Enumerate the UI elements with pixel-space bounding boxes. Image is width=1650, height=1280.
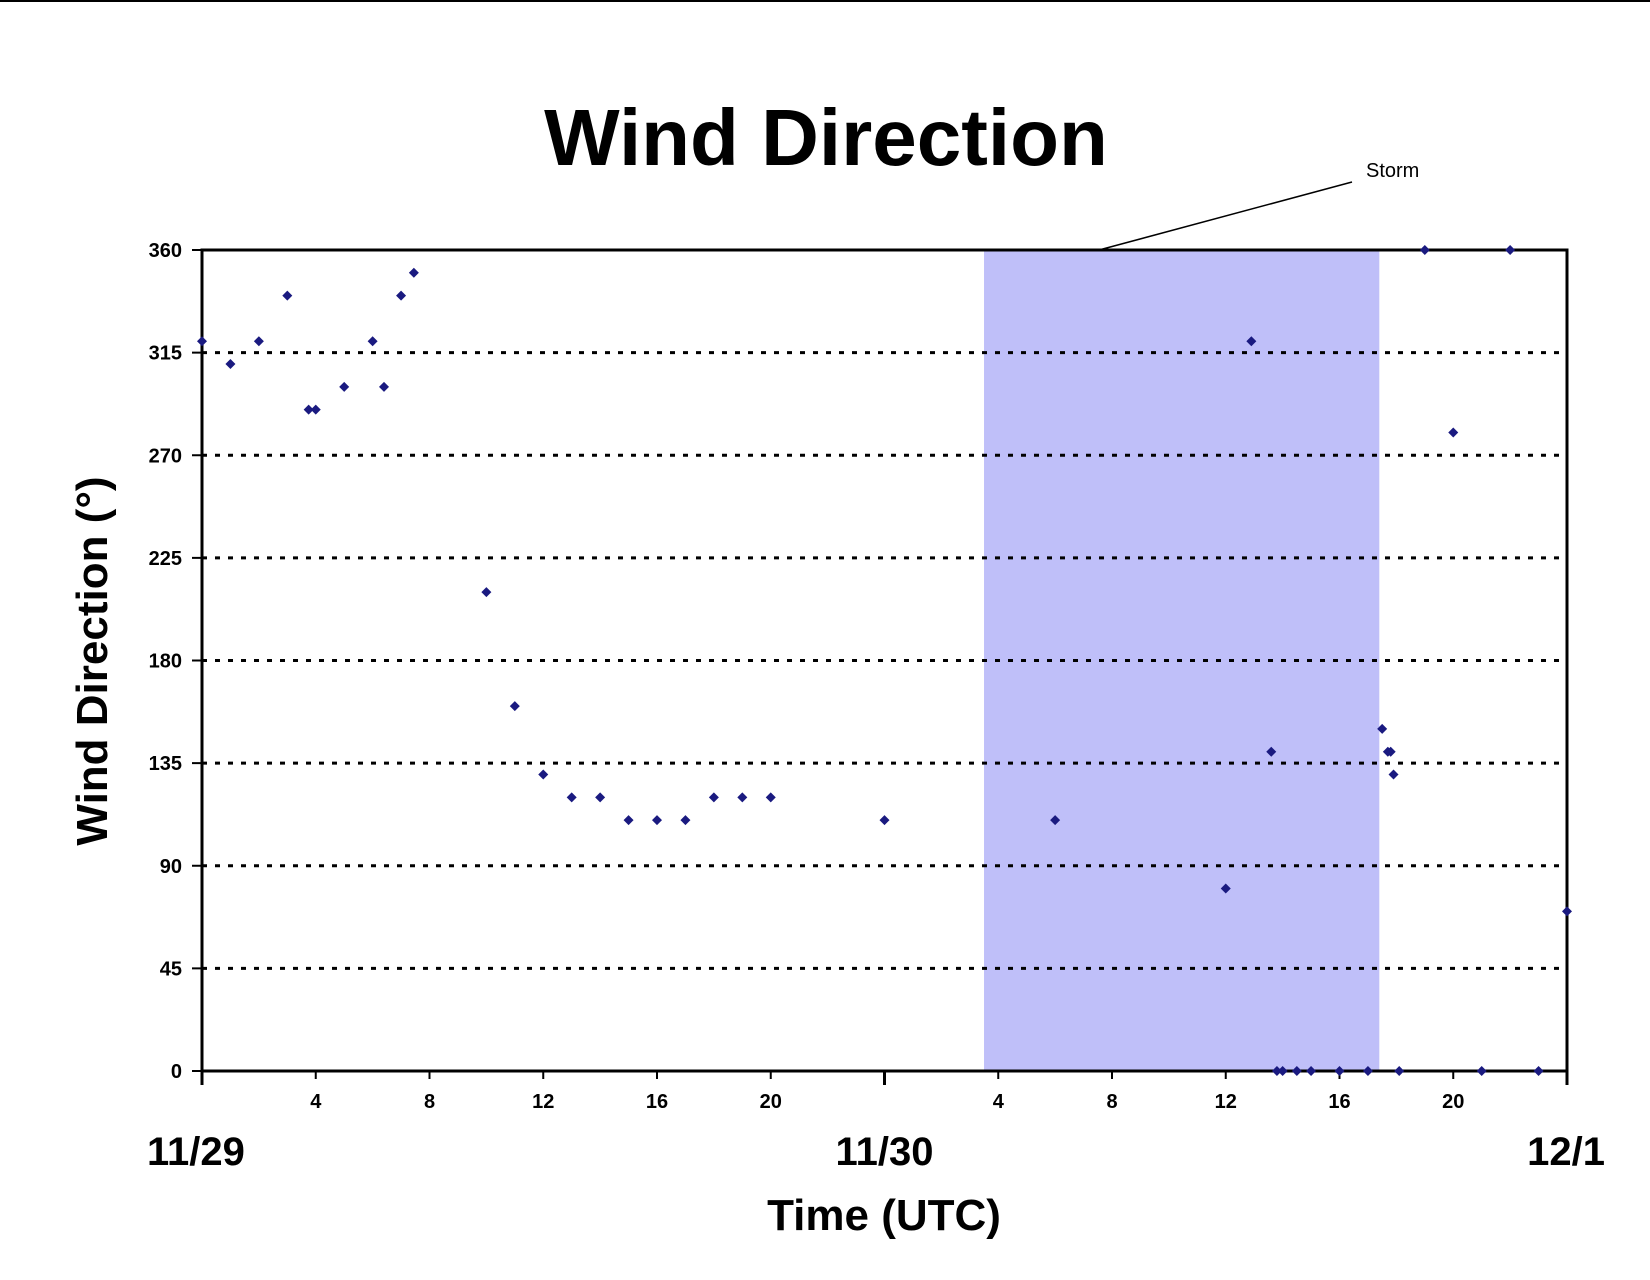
x-tick-label-7: 12 bbox=[1215, 1091, 1237, 1113]
x-tick-label-1: 8 bbox=[424, 1091, 435, 1113]
chart-title: Wind Direction bbox=[544, 93, 1108, 182]
x-tick-label-0: 4 bbox=[310, 1091, 322, 1113]
data-point-40 bbox=[1476, 1066, 1487, 1076]
data-point-14 bbox=[566, 792, 577, 803]
x-tick-label-6: 8 bbox=[1106, 1091, 1117, 1113]
data-point-42 bbox=[1533, 1066, 1544, 1076]
y-tick-label-45: 45 bbox=[160, 958, 182, 980]
data-point-39 bbox=[1448, 427, 1459, 438]
data-point-25 bbox=[1246, 336, 1257, 347]
data-point-43 bbox=[1562, 906, 1572, 917]
data-point-6 bbox=[339, 381, 350, 392]
storm-annotation-leader-line bbox=[1098, 181, 1353, 251]
data-point-16 bbox=[623, 815, 634, 826]
data-points bbox=[197, 245, 1572, 1076]
data-point-38 bbox=[1419, 245, 1430, 255]
data-point-0 bbox=[197, 336, 207, 347]
data-point-36 bbox=[1388, 769, 1399, 780]
x-tick-label-2: 12 bbox=[532, 1091, 554, 1113]
data-point-30 bbox=[1306, 1066, 1317, 1076]
data-point-12 bbox=[509, 701, 520, 712]
x-date-label-1: 11/30 bbox=[836, 1130, 934, 1174]
x-tick-label-8: 16 bbox=[1328, 1091, 1350, 1113]
x-tick-label-9: 20 bbox=[1442, 1091, 1464, 1113]
x-tick-label-5: 4 bbox=[993, 1091, 1005, 1113]
x-tick-label-4: 20 bbox=[760, 1091, 782, 1113]
x-tick-label-3: 16 bbox=[646, 1091, 668, 1113]
data-point-5 bbox=[310, 404, 321, 415]
x-date-label-0: 11/29 bbox=[147, 1130, 245, 1174]
x-date-label-2: 12/1 bbox=[1527, 1130, 1605, 1174]
data-point-22 bbox=[879, 815, 890, 826]
y-tick-label-180: 180 bbox=[149, 651, 182, 673]
data-point-41 bbox=[1505, 245, 1516, 255]
y-tick-label-270: 270 bbox=[149, 445, 182, 467]
data-point-2 bbox=[253, 336, 264, 347]
data-point-23 bbox=[1050, 815, 1061, 826]
x-axis-ticks: 4 8 12 16 20 4 8 12 16 20 11/29 11/30 12/1 bbox=[147, 1071, 1605, 1174]
data-point-4 bbox=[303, 404, 314, 415]
data-point-21 bbox=[765, 792, 776, 803]
data-point-31 bbox=[1334, 1066, 1345, 1076]
data-point-18 bbox=[680, 815, 691, 826]
y-tick-label-90: 90 bbox=[160, 856, 182, 878]
data-point-7 bbox=[367, 336, 378, 347]
data-point-15 bbox=[595, 792, 606, 803]
y-tick-label-135: 135 bbox=[149, 753, 182, 775]
y-tick-label-0: 0 bbox=[171, 1061, 182, 1083]
y-axis-ticks: 0 45 90 135 180 225 270 315 360 bbox=[149, 240, 202, 1083]
data-point-19 bbox=[708, 792, 719, 803]
data-point-37 bbox=[1394, 1066, 1405, 1076]
data-point-8 bbox=[379, 381, 389, 392]
data-point-32 bbox=[1362, 1066, 1373, 1076]
data-point-26 bbox=[1266, 746, 1277, 757]
y-axis-label: Wind Direction (°) bbox=[68, 476, 117, 845]
y-tick-label-360: 360 bbox=[149, 240, 182, 262]
storm-annotation-label: Storm bbox=[1366, 160, 1419, 182]
data-point-27 bbox=[1271, 1066, 1282, 1076]
data-point-29 bbox=[1291, 1066, 1302, 1076]
data-point-17 bbox=[652, 815, 662, 826]
data-point-10 bbox=[408, 267, 419, 278]
data-point-28 bbox=[1277, 1066, 1288, 1076]
data-point-1 bbox=[225, 359, 236, 370]
data-point-13 bbox=[538, 769, 549, 780]
data-point-20 bbox=[737, 792, 748, 803]
data-point-11 bbox=[481, 587, 492, 598]
top-border-line bbox=[0, 0, 1650, 2]
x-axis-label: Time (UTC) bbox=[767, 1191, 1001, 1240]
data-point-33 bbox=[1377, 723, 1388, 734]
data-point-3 bbox=[282, 290, 293, 301]
y-tick-label-315: 315 bbox=[149, 343, 182, 365]
data-point-24 bbox=[1220, 883, 1231, 894]
y-tick-label-225: 225 bbox=[149, 548, 182, 570]
data-point-35 bbox=[1385, 746, 1396, 757]
data-point-9 bbox=[396, 290, 407, 301]
